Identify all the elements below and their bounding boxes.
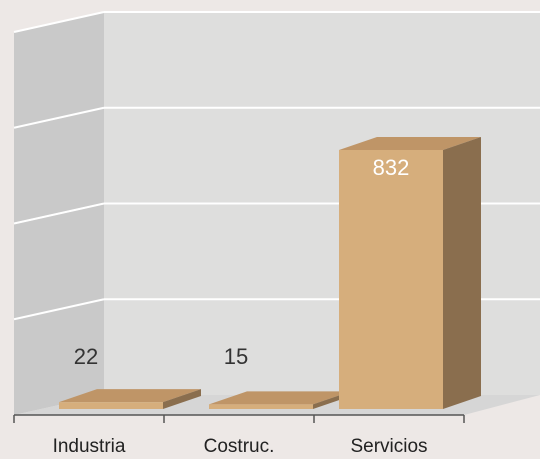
x-tick-label: Servicios <box>350 436 427 457</box>
bar-industria <box>59 389 201 409</box>
gridline-side <box>13 106 105 129</box>
bar-front <box>209 404 313 409</box>
x-axis <box>13 414 465 423</box>
x-tick-label: Industria <box>53 436 126 457</box>
x-tick-label: Costruc. <box>204 436 275 457</box>
bar-front <box>59 402 163 409</box>
gridline-side <box>13 298 105 321</box>
gridline-side <box>13 11 105 33</box>
bar-top <box>59 389 201 403</box>
data-label: 22 <box>74 344 98 369</box>
x-tick-labels: Industria Costruc. Servicios <box>53 436 428 457</box>
bar-top <box>339 137 481 150</box>
bar-side <box>163 389 201 409</box>
data-label: 832 <box>373 155 410 180</box>
data-labels: 22 15 832 <box>74 155 410 369</box>
bar-side <box>443 137 481 409</box>
bar-front <box>339 150 443 409</box>
bar-top <box>209 391 351 405</box>
gridline-side <box>13 202 105 225</box>
bar-servicios <box>339 137 481 409</box>
bars <box>59 137 481 409</box>
data-label: 15 <box>224 344 248 369</box>
